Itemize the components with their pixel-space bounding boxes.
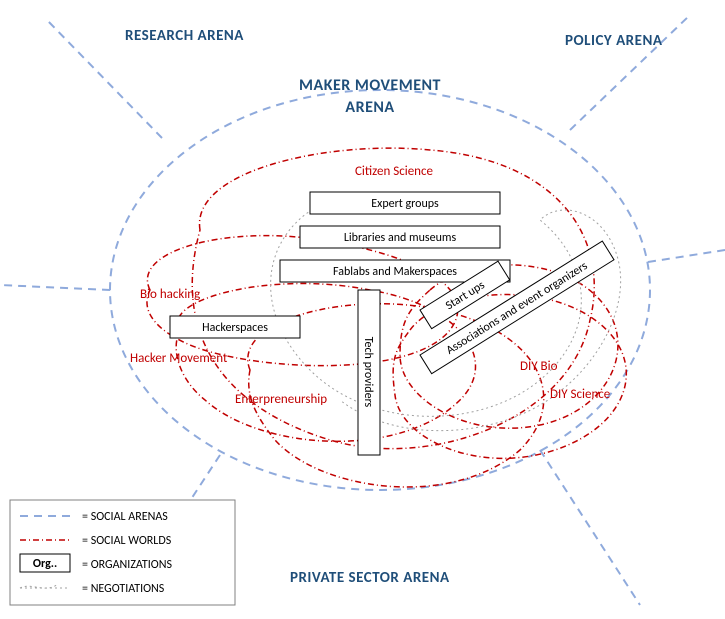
arena-spoke <box>648 250 725 262</box>
legend-text: = SOCIAL ARENAS <box>82 510 168 524</box>
diagram-canvas: MAKER MOVEMENT ARENA RESEARCH ARENA POLICY … <box>0 0 725 619</box>
center-title-line1: MAKER MOVEMENT <box>299 76 441 95</box>
org-label: Expert groups <box>371 197 439 211</box>
org-box: Expert groups <box>310 192 500 214</box>
social-world-label: Bio hacking <box>140 287 200 302</box>
social-world-label: Citizen Science <box>355 164 433 179</box>
legend-text: = ORGANIZATIONS <box>82 558 172 572</box>
center-title-line2: ARENA <box>345 98 394 117</box>
org-label: Tech providers <box>361 337 375 408</box>
legend-text: = SOCIAL WORLDS <box>82 534 172 548</box>
org-box: Hackerspaces <box>170 316 300 338</box>
org-box: Tech providers <box>358 290 380 455</box>
arena-label-research: RESEARCH ARENA <box>125 27 244 45</box>
org-box: Libraries and museums <box>300 226 500 248</box>
social-world-label: Enterpreneurship <box>235 392 327 407</box>
org-label: Libraries and museums <box>344 231 457 245</box>
social-world-label: DIY Bio <box>520 359 558 374</box>
org-label: Fablabs and Makerspaces <box>333 265 457 279</box>
legend: = SOCIAL ARENAS = SOCIAL WORLDS Org.. = ORG… <box>10 500 235 605</box>
arena-label-private: PRIVATE SECTOR ARENA <box>290 569 450 587</box>
svg-text:Org..: Org.. <box>33 557 57 571</box>
arena-spoke <box>540 450 640 605</box>
arena-spoke <box>0 285 110 290</box>
legend-text: = NEGOTIATIONS <box>82 582 165 596</box>
org-label: Hackerspaces <box>202 321 268 335</box>
arena-label-policy: POLICY ARENA <box>565 32 663 50</box>
social-world-label: Hacker Movement <box>130 351 228 366</box>
social-world-label: DIY Science <box>550 387 610 402</box>
